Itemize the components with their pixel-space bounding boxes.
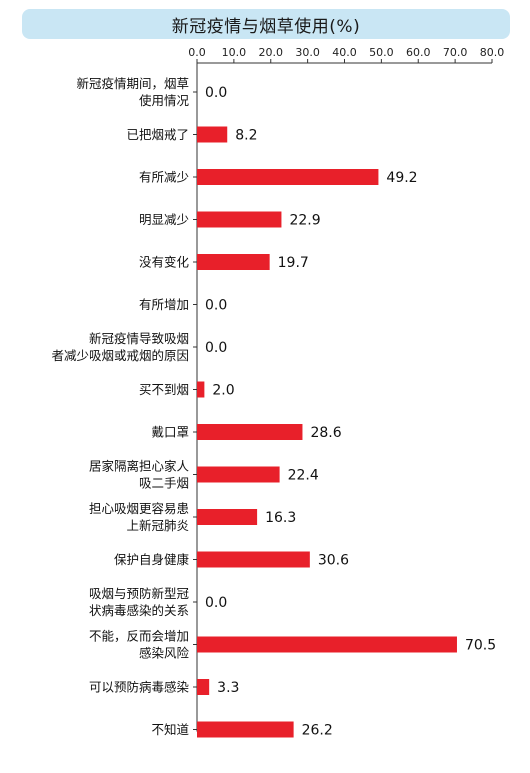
- category-label: 居家隔离担心家人: [89, 459, 190, 474]
- category-label: 新冠疫情导致吸烟: [89, 331, 189, 346]
- bar: [197, 509, 258, 525]
- bar: [197, 551, 310, 568]
- bar: [197, 381, 205, 398]
- x-tick-label: 20.0: [259, 46, 284, 59]
- category-label: 上新冠肺炎: [126, 518, 189, 533]
- x-tick-label: 40.0: [332, 46, 357, 59]
- bar: [197, 211, 282, 228]
- value-label: 49.2: [386, 170, 417, 186]
- category-label: 买不到烟: [139, 382, 189, 397]
- category-label: 保护自身健康: [114, 552, 190, 567]
- x-tick-label: 30.0: [295, 46, 320, 59]
- category-label: 吸二手烟: [139, 476, 189, 491]
- category-label: 有所增加: [139, 297, 189, 312]
- category-label: 明显减少: [139, 212, 189, 227]
- value-label: 0.0: [205, 595, 227, 611]
- x-tick-label: 60.0: [406, 46, 431, 59]
- value-label: 16.3: [265, 510, 296, 526]
- bar: [197, 254, 270, 270]
- value-label: 22.9: [289, 213, 320, 229]
- bar: [197, 424, 303, 440]
- x-tick-label: 10.0: [222, 46, 247, 59]
- bar: [197, 169, 379, 185]
- value-label: 0.0: [205, 85, 227, 101]
- value-label: 70.5: [465, 638, 496, 654]
- value-label: 30.6: [318, 553, 349, 569]
- category-label: 可以预防病毒感染: [89, 680, 190, 695]
- value-label: 0.0: [205, 340, 227, 356]
- category-label: 戴口罩: [151, 425, 189, 440]
- category-label: 使用情况: [139, 93, 190, 108]
- category-label: 状病毒感染的关系: [89, 603, 189, 618]
- x-tick-label: 80.0: [480, 46, 505, 59]
- category-label: 者减少吸烟或戒烟的原因: [51, 348, 189, 363]
- value-label: 22.4: [288, 468, 319, 484]
- bar: [197, 636, 457, 653]
- chart-title-bar: 新冠疫情与烟草使用(%): [22, 9, 510, 39]
- category-label: 已把烟戒了: [126, 127, 189, 142]
- value-label: 26.2: [302, 723, 333, 739]
- category-label: 不能，反而会增加: [89, 629, 189, 644]
- category-label: 担心吸烟更容易患: [89, 501, 189, 516]
- category-label: 新冠疫情期间，烟草: [76, 76, 189, 91]
- value-label: 28.6: [310, 425, 341, 441]
- value-label: 0.0: [205, 298, 227, 314]
- x-tick-label: 50.0: [369, 46, 394, 59]
- category-label: 不知道: [151, 722, 189, 737]
- bar: [197, 126, 228, 143]
- category-label: 感染风险: [139, 646, 190, 661]
- bar: [197, 721, 294, 738]
- category-label: 有所减少: [139, 170, 189, 185]
- value-label: 19.7: [278, 255, 309, 271]
- category-label: 没有变化: [139, 255, 190, 270]
- x-tick-label: 70.0: [443, 46, 468, 59]
- category-label: 吸烟与预防新型冠: [89, 586, 190, 601]
- value-label: 8.2: [235, 128, 257, 144]
- value-label: 2.0: [212, 383, 234, 399]
- value-label: 3.3: [217, 680, 239, 696]
- x-tick-label: 0.0: [188, 46, 206, 59]
- chart-title: 新冠疫情与烟草使用(%): [171, 16, 361, 37]
- bar: [197, 679, 210, 695]
- bar: [197, 466, 280, 483]
